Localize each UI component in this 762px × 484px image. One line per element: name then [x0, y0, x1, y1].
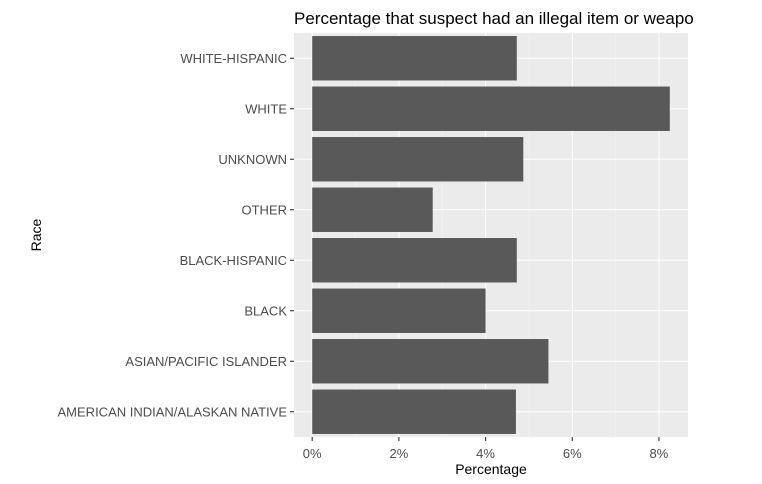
x-tick-label: 0% [303, 446, 322, 461]
x-tick-label: 8% [650, 446, 669, 461]
y-axis-label: Race [28, 218, 44, 251]
bar [312, 389, 516, 434]
chart-title-container: Percentage that suspect had an illegal i… [294, 6, 694, 32]
bar [312, 288, 486, 333]
x-tick-label: 2% [389, 446, 408, 461]
y-axis: AMERICAN INDIAN/ALASKAN NATIVE ASIAN/PACI… [58, 51, 294, 419]
y-tick-label: WHITE-HISPANIC [180, 51, 287, 66]
y-tick-label: ASIAN/PACIFIC ISLANDER [125, 354, 287, 369]
bar [312, 339, 549, 384]
x-axis-label: Percentage [455, 461, 527, 477]
bars [312, 36, 670, 434]
y-tick-label: AMERICAN INDIAN/ALASKAN NATIVE [58, 404, 288, 419]
y-tick-label: BLACK-HISPANIC [180, 253, 287, 268]
x-tick-label: 6% [563, 446, 582, 461]
x-tick-label: 4% [476, 446, 495, 461]
bar [312, 86, 670, 131]
y-tick-label: BLACK [244, 303, 287, 318]
bar [312, 238, 517, 283]
y-tick-label: OTHER [242, 202, 288, 217]
chart-title: Percentage that suspect had an illegal i… [294, 9, 694, 28]
bar [312, 137, 524, 182]
bar [312, 187, 433, 232]
x-axis: 0% 2% 4% 6% 8% [303, 437, 669, 461]
y-tick-label: WHITE [245, 101, 287, 116]
bar [312, 36, 517, 81]
y-tick-label: UNKNOWN [218, 152, 287, 167]
